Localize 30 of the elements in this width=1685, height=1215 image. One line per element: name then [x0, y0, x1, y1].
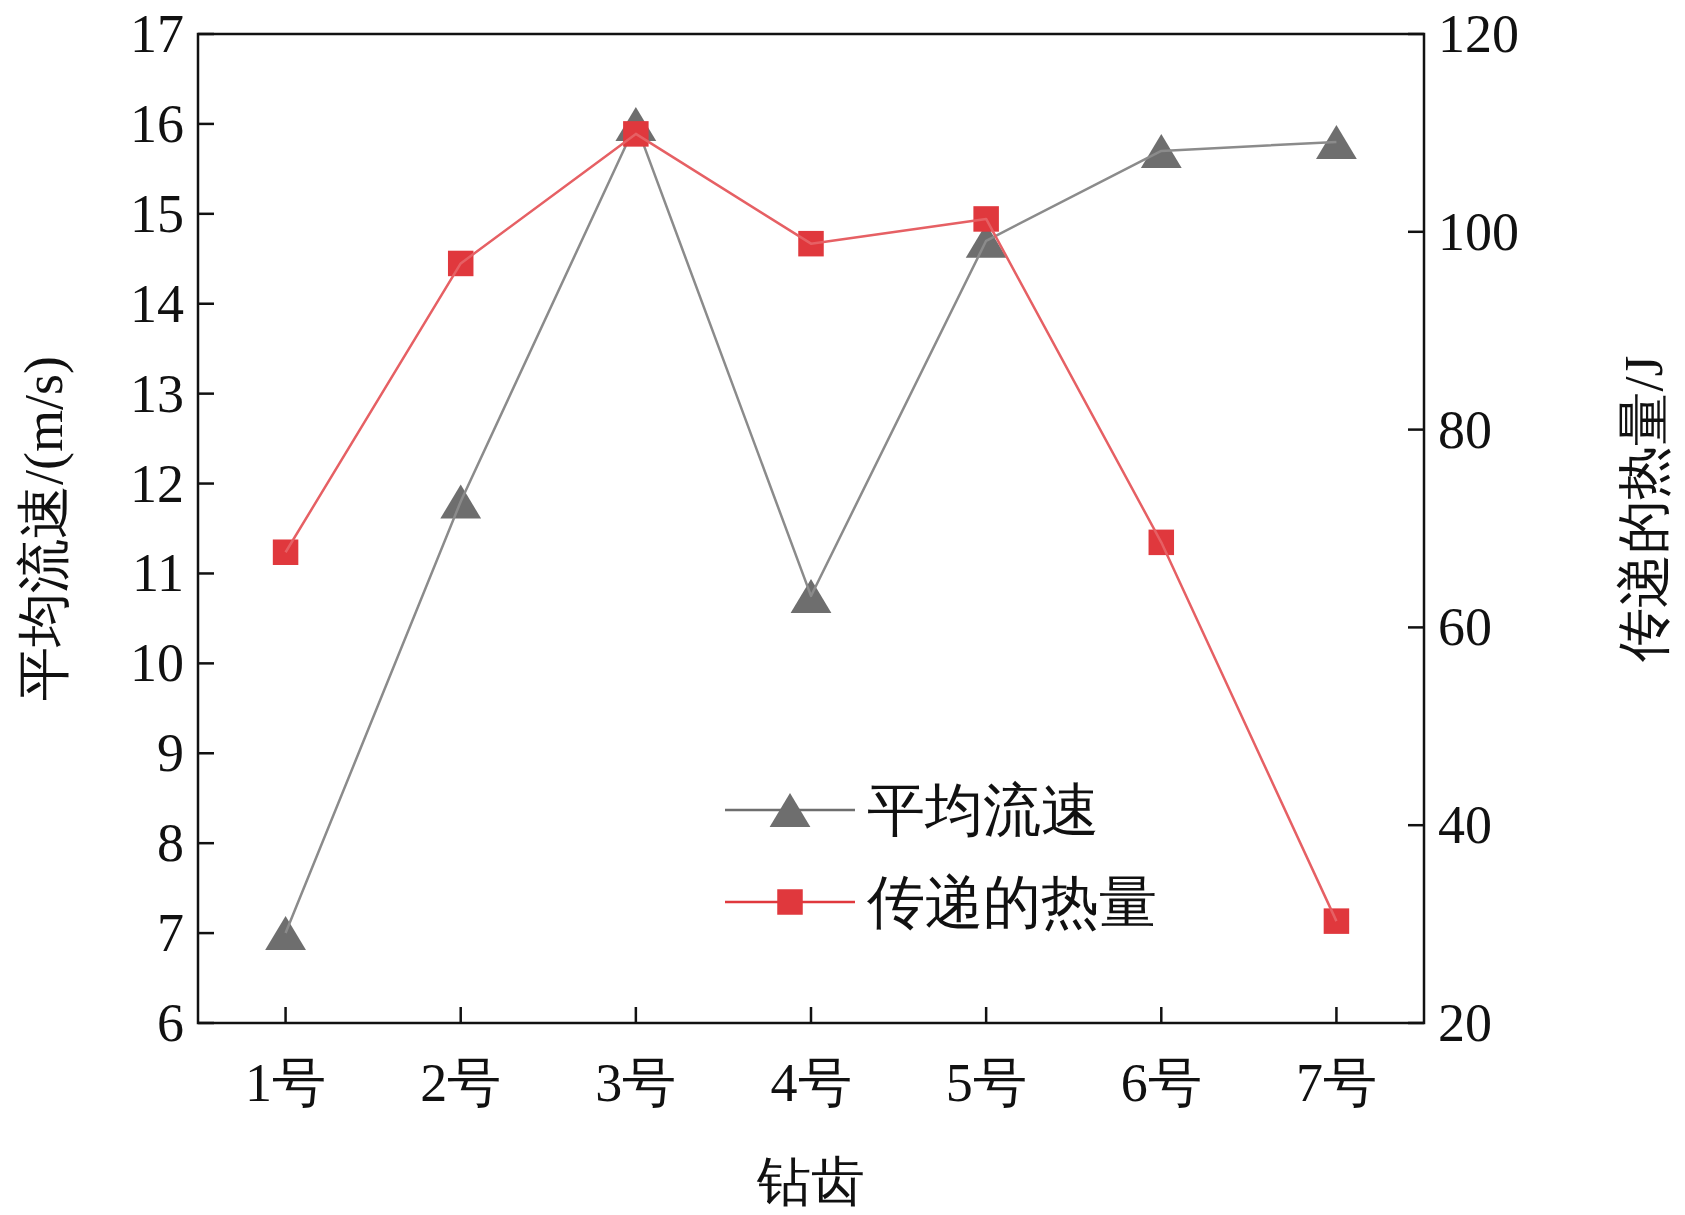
- y-tick-label: 9: [157, 723, 184, 784]
- y-tick-label: 12: [130, 453, 184, 514]
- y2-tick-label: 120: [1438, 4, 1519, 64]
- y-tick-label: 6: [157, 993, 184, 1053]
- y2-tick-label: 80: [1438, 399, 1492, 460]
- x-tick-label: 6号: [1120, 1053, 1202, 1113]
- y-tick-label: 10: [130, 633, 184, 694]
- legend-label: 传递的热量: [867, 870, 1157, 935]
- y2-tick-label: 20: [1438, 993, 1492, 1053]
- x-tick-label: 7号: [1295, 1053, 1377, 1113]
- y-tick-label: 17: [130, 4, 184, 64]
- x-tick-label: 2号: [420, 1053, 502, 1113]
- x-axis-title: 钻齿: [756, 1152, 865, 1212]
- y2-tick-label: 40: [1438, 795, 1492, 856]
- y2-axis-title: 传递的热量/J: [1614, 355, 1674, 662]
- y-tick-label: 13: [130, 363, 184, 424]
- y2-tick-label: 60: [1438, 597, 1492, 658]
- y-axis-title: 平均流速/(m/s): [14, 356, 74, 701]
- x-tick-label: 5号: [945, 1053, 1027, 1113]
- y-tick-label: 8: [157, 813, 184, 874]
- y2-tick-label: 100: [1438, 201, 1519, 262]
- y-tick-label: 7: [157, 903, 184, 964]
- y-tick-label: 14: [130, 273, 184, 334]
- x-tick-label: 1号: [245, 1053, 327, 1113]
- y-tick-label: 16: [130, 93, 184, 154]
- x-tick-label: 3号: [595, 1053, 677, 1113]
- y-tick-label: 11: [132, 543, 184, 604]
- legend-label: 平均流速: [867, 778, 1099, 843]
- y-tick-label: 15: [130, 183, 184, 244]
- x-tick-label: 4号: [770, 1053, 852, 1113]
